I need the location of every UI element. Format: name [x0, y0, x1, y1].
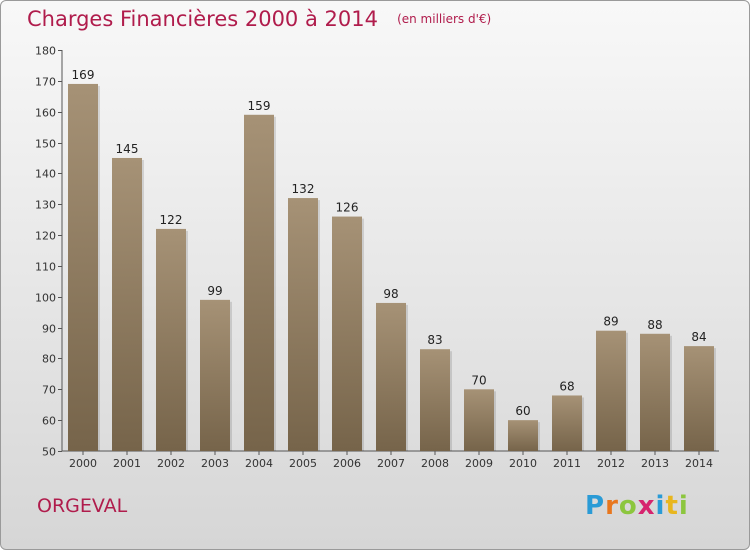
title-row: Charges Financières 2000 à 2014 (en mill…	[27, 7, 491, 31]
x-tick-label: 2004	[245, 457, 273, 470]
x-tick-label: 2007	[377, 457, 405, 470]
logo-letter: o	[618, 491, 638, 521]
logo-letter: i	[678, 491, 689, 521]
proxiti-logo[interactable]: Proxiti	[585, 491, 689, 521]
y-tick-label: 100	[35, 292, 56, 305]
x-tick-label: 2008	[421, 457, 449, 470]
bar	[156, 228, 186, 451]
y-tick-label: 80	[42, 353, 56, 366]
x-tick-label: 2011	[553, 457, 581, 470]
y-tick-label: 120	[35, 230, 56, 243]
y-tick-label: 150	[35, 138, 56, 151]
commune-name: ORGEVAL	[37, 495, 128, 517]
bar	[200, 299, 230, 451]
bar	[288, 198, 318, 451]
data-label: 126	[336, 201, 359, 215]
data-label: 169	[72, 68, 95, 82]
x-tick-label: 2001	[113, 457, 141, 470]
bar	[68, 83, 98, 451]
data-label: 88	[647, 318, 662, 332]
logo-letter: r	[605, 491, 619, 521]
y-tick-label: 180	[35, 45, 56, 58]
x-tick-label: 2005	[289, 457, 317, 470]
bars	[68, 83, 716, 452]
y-tick-label: 130	[35, 199, 56, 212]
bar	[508, 420, 538, 451]
bar	[244, 114, 274, 452]
logo-letter: x	[637, 491, 656, 521]
bar	[332, 216, 362, 451]
x-tick-label: 2006	[333, 457, 361, 470]
data-label: 84	[691, 330, 706, 344]
y-tick-label: 50	[42, 446, 56, 459]
data-labels: 169 145 122 99 159 132 126 98 83 70 60 68 89 88 84	[72, 68, 707, 418]
y-tick-label: 70	[42, 384, 56, 397]
x-tick-label: 2002	[157, 457, 185, 470]
bar	[420, 349, 450, 451]
bar	[552, 395, 582, 451]
bar	[684, 346, 714, 451]
bar	[376, 302, 406, 451]
data-label: 145	[116, 142, 139, 156]
x-tick-label: 2003	[201, 457, 229, 470]
data-label: 122	[160, 213, 183, 227]
x-tick-label: 2010	[509, 457, 537, 470]
logo-letter: t	[665, 491, 679, 521]
y-tick-label: 140	[35, 168, 56, 181]
chart-title: Charges Financières 2000 à 2014	[27, 7, 378, 31]
data-label: 159	[248, 99, 271, 113]
y-tick-label: 60	[42, 415, 56, 428]
chart-subtitle: (en milliers d'€)	[397, 12, 492, 26]
y-tick-label: 170	[35, 76, 56, 89]
data-label: 89	[603, 315, 618, 329]
bar	[464, 389, 494, 451]
data-label: 68	[559, 379, 574, 393]
x-tick-label: 2013	[641, 457, 669, 470]
x-tick-label: 2014	[685, 457, 713, 470]
bar	[596, 330, 626, 451]
data-label: 98	[383, 287, 398, 301]
x-tick-label: 2012	[597, 457, 625, 470]
x-tick-label: 2000	[69, 457, 97, 470]
y-tick-label: 90	[42, 323, 56, 336]
bar	[640, 333, 670, 451]
data-label: 83	[427, 333, 442, 347]
bar	[112, 157, 142, 451]
logo-letter: i	[655, 491, 666, 521]
axes: 50 60 70 80 90 100 110 120 130 140 150 160 170 180 200…	[35, 45, 719, 470]
data-label: 60	[515, 404, 530, 418]
data-label: 99	[207, 284, 222, 298]
data-label: 132	[292, 182, 315, 196]
data-label: 70	[471, 373, 486, 387]
y-tick-label: 160	[35, 107, 56, 120]
x-tick-label: 2009	[465, 457, 493, 470]
y-tick-label: 110	[35, 261, 56, 274]
logo-letter: P	[585, 491, 606, 521]
